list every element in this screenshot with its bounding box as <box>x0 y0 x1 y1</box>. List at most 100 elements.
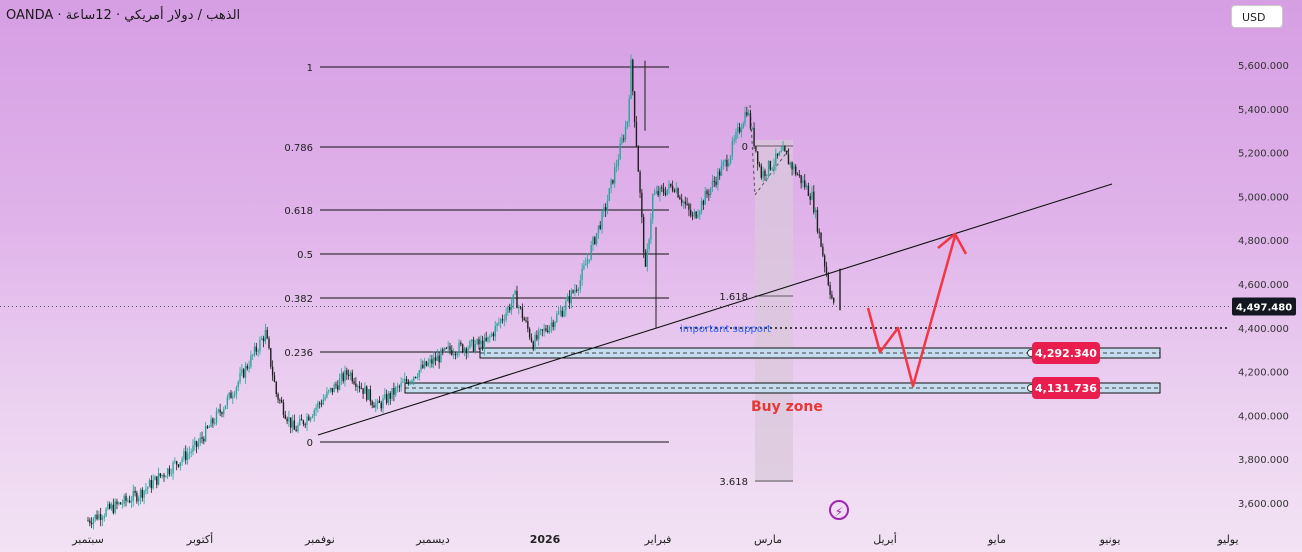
candle-body <box>420 364 422 371</box>
candle-body <box>729 155 732 164</box>
candle-body <box>728 163 730 167</box>
y-axis-tick-label: 4,400.000 <box>1238 324 1289 335</box>
candle-body <box>134 490 136 493</box>
candle-body <box>342 373 344 382</box>
y-axis-tick-label: 3,800.000 <box>1238 455 1289 466</box>
candle-body <box>163 474 165 477</box>
candle-body <box>784 146 786 151</box>
candle-body <box>268 338 270 349</box>
candle-body <box>541 329 544 331</box>
candle-body <box>192 445 194 452</box>
candle-body <box>87 520 89 522</box>
lightning-icon[interactable]: ⚡ <box>829 500 849 520</box>
candle-body <box>545 328 547 331</box>
candle-body <box>161 474 163 477</box>
candle-body <box>498 322 500 324</box>
candle-body <box>617 159 620 166</box>
candle-body <box>574 289 576 293</box>
candle-body <box>118 502 120 505</box>
zone-price-label: 4,131.736 <box>1035 382 1097 395</box>
candle-body <box>199 437 201 443</box>
candle-body <box>825 266 828 275</box>
candle-body <box>744 112 746 124</box>
candle-body <box>416 376 419 378</box>
candle-body <box>471 339 473 342</box>
candle-body <box>628 98 630 122</box>
candle-body <box>561 310 563 317</box>
candle-body <box>738 127 741 133</box>
y-axis-tick-label: 5,400.000 <box>1238 105 1289 116</box>
candle-body <box>442 349 444 351</box>
candle-body <box>670 183 672 187</box>
currency-button[interactable]: USD <box>1231 5 1283 28</box>
candle-body <box>396 386 399 388</box>
candle-body <box>489 336 491 338</box>
candle-body <box>409 381 411 385</box>
candle-body <box>371 401 373 406</box>
candle-body <box>248 366 250 369</box>
candle-body <box>98 514 100 520</box>
candle-body <box>373 405 375 408</box>
candle-body <box>831 294 833 299</box>
candle-body <box>230 392 232 399</box>
candle-body <box>127 500 129 502</box>
candle-body <box>534 335 536 350</box>
candle-body <box>295 429 297 432</box>
candle-body <box>440 349 442 363</box>
candle-body <box>474 344 477 352</box>
candle-body <box>128 500 131 503</box>
candle-body <box>110 504 113 509</box>
candle-body <box>603 207 605 212</box>
candle-body <box>510 303 513 311</box>
candle-body <box>206 426 209 428</box>
candle-body <box>333 384 335 393</box>
current-price-label: 4,497.480 <box>1236 302 1292 313</box>
candle-body <box>338 378 341 390</box>
candle-body <box>766 174 768 176</box>
candle-body <box>691 215 694 217</box>
candle-body <box>451 350 453 355</box>
candle-body <box>606 201 609 211</box>
candle-body <box>684 201 686 204</box>
candle-body <box>753 127 755 147</box>
candle-body <box>594 237 596 244</box>
candle-body <box>679 197 681 200</box>
candle-body <box>413 376 415 381</box>
x-axis-tick-label: فبراير <box>644 533 672 546</box>
candle-body <box>208 426 210 428</box>
candle-body <box>833 298 835 303</box>
candle-body <box>476 339 478 345</box>
candle-body <box>671 186 674 191</box>
candle-body <box>116 501 118 505</box>
x-axis-tick-label: أبريل <box>873 532 897 546</box>
candle-body <box>96 514 98 520</box>
candle-body <box>690 209 692 216</box>
candle-body <box>677 188 679 198</box>
candle-body <box>362 388 364 394</box>
candle-body <box>114 501 116 513</box>
candle-body <box>793 166 795 170</box>
candle-body <box>536 335 538 340</box>
candle-body <box>445 347 448 349</box>
candle-body <box>344 370 346 382</box>
candle-body <box>478 339 480 345</box>
candle-body <box>224 405 227 410</box>
candle-body <box>201 437 203 439</box>
candle-body <box>680 199 683 203</box>
candle-body <box>655 190 658 194</box>
candle-body <box>695 211 697 218</box>
candle-body <box>250 355 252 367</box>
candle-body <box>537 330 540 340</box>
candle-body <box>615 165 618 168</box>
candle-body <box>505 312 507 320</box>
candle-body <box>433 357 435 364</box>
candle-body <box>376 400 379 404</box>
candle-body <box>518 306 520 309</box>
candle-body <box>382 398 384 409</box>
candle-body <box>355 383 357 387</box>
candle-body <box>235 386 238 395</box>
candle-body <box>214 422 216 424</box>
candle-body <box>103 516 105 518</box>
